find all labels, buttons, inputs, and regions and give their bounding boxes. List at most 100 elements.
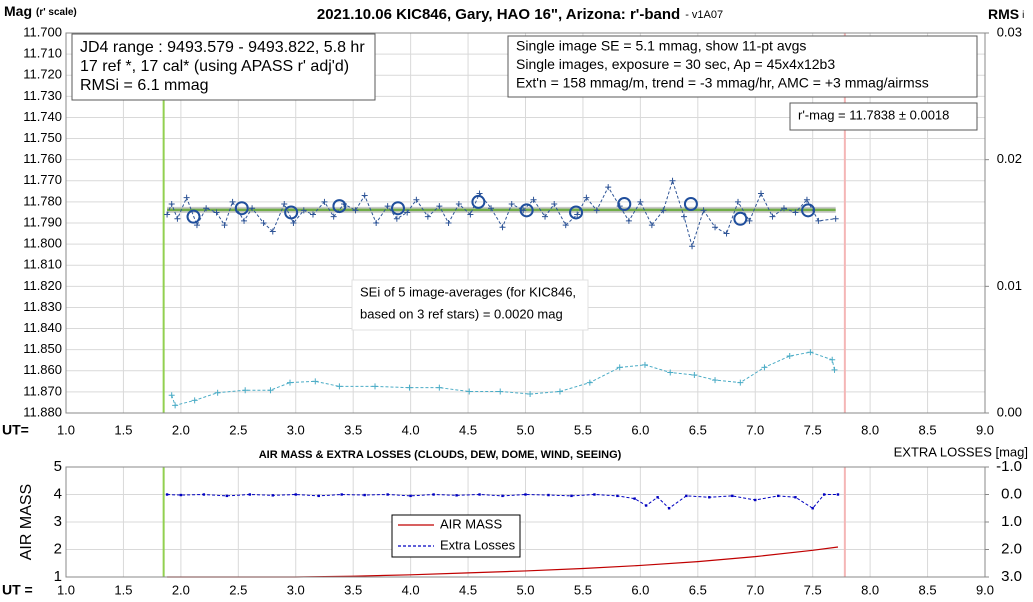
annotation-text: JD4 range : 9493.579 - 9493.822, 5.8 hr	[80, 39, 365, 56]
y-tick-label: 11.810	[23, 257, 62, 272]
point	[570, 494, 573, 498]
point	[803, 196, 810, 203]
point	[436, 203, 443, 210]
point	[317, 494, 320, 498]
point	[648, 222, 655, 229]
y2-axis-label: RMS i	[988, 6, 1024, 22]
y-tick-label: 11.860	[23, 362, 62, 377]
point	[352, 207, 359, 214]
point	[822, 493, 826, 496]
point	[478, 493, 481, 496]
point	[213, 209, 220, 216]
y2-tick-label: 2.0	[1001, 540, 1022, 557]
point	[497, 388, 504, 395]
x-tick-label: 4.0	[402, 582, 420, 597]
annotation-text: based on 3 ref stars) = 0.0020 mag	[360, 306, 563, 321]
point	[488, 205, 495, 212]
y2-label-text: RMS	[988, 6, 1019, 22]
point	[641, 361, 648, 368]
x-tick-label: 7.0	[746, 582, 764, 597]
x-tick-label: 4.5	[459, 422, 477, 437]
annotation-box	[351, 279, 589, 331]
x-tick-label: 4.0	[402, 422, 420, 437]
x-tick-label: 3.5	[344, 582, 362, 597]
legend-label: AIR MASS	[440, 516, 502, 531]
point	[836, 493, 840, 496]
point	[754, 498, 757, 502]
point	[242, 387, 249, 394]
point	[562, 222, 569, 229]
x-axis-label: UT=	[2, 422, 29, 438]
y-tick-label: 4	[54, 485, 62, 502]
point	[794, 496, 797, 499]
y-tick-label: 11.760	[23, 151, 62, 166]
point	[761, 364, 768, 371]
point	[455, 494, 458, 497]
point	[583, 194, 590, 201]
point	[168, 392, 175, 399]
x-tick-label: 8.5	[919, 582, 937, 597]
point	[731, 494, 734, 498]
x-axis-label: UT =	[2, 582, 33, 598]
series-line	[171, 351, 836, 407]
plot-frame	[65, 466, 986, 578]
point	[287, 379, 294, 386]
plot-frame	[65, 32, 986, 414]
average-point	[569, 205, 584, 220]
point	[432, 493, 435, 496]
x-tick-label: 6.0	[631, 582, 649, 597]
x-tick-label: 1.5	[114, 422, 132, 437]
x-tick-label: 5.0	[516, 582, 534, 597]
point	[757, 190, 764, 197]
point	[372, 383, 379, 390]
annotation-text: Single image SE = 5.1 mmag, show 11-pt a…	[516, 38, 806, 54]
x-tick-label: 2.0	[172, 422, 190, 437]
y-tick-label: 11.850	[23, 341, 62, 356]
y-tick-label: 1	[54, 568, 62, 585]
point	[312, 378, 319, 385]
point	[508, 201, 515, 207]
title-text: 2021.10.06 KIC846, Gary, HAO 16", Arizon…	[317, 6, 680, 23]
point	[667, 369, 674, 376]
point	[183, 194, 190, 201]
point	[831, 366, 838, 373]
point	[445, 220, 452, 226]
point	[409, 494, 412, 498]
point	[501, 494, 504, 498]
y-tick-label: 11.830	[23, 299, 62, 314]
point	[547, 493, 550, 497]
point	[300, 207, 307, 214]
point	[681, 213, 688, 220]
x-tick-label: 8.0	[861, 582, 879, 597]
point	[260, 220, 267, 226]
point	[413, 196, 420, 203]
point	[294, 493, 297, 496]
y-tick-label: 11.870	[23, 383, 62, 398]
point	[281, 201, 288, 207]
point	[735, 198, 742, 205]
point	[737, 379, 744, 386]
point	[625, 217, 632, 224]
x-tick-label: 5.0	[516, 422, 534, 437]
x-tick-label: 9.0	[976, 422, 994, 437]
y-tick-label: 11.730	[23, 88, 62, 103]
x-tick-label: 7.0	[746, 422, 764, 437]
annotation-text: RMSi = 6.1 mmag	[80, 77, 208, 94]
average-point	[186, 209, 201, 224]
x-tick-label: 3.0	[287, 582, 305, 597]
y-axis-label: Mag (r' scale)	[4, 3, 77, 19]
point	[792, 209, 799, 216]
point	[656, 496, 659, 499]
point	[179, 493, 183, 497]
point	[191, 397, 198, 404]
point	[777, 494, 780, 498]
point	[384, 203, 391, 210]
y2-tick-label: 3.0	[1001, 568, 1022, 585]
point	[193, 222, 200, 229]
y2-tick-label: -1.0	[996, 458, 1022, 475]
point	[769, 213, 776, 220]
point	[424, 213, 431, 220]
point	[168, 201, 175, 207]
point	[712, 377, 719, 384]
chart-title: AIR MASS & EXTRA LOSSES (CLOUDS, DEW, DO…	[259, 449, 622, 461]
